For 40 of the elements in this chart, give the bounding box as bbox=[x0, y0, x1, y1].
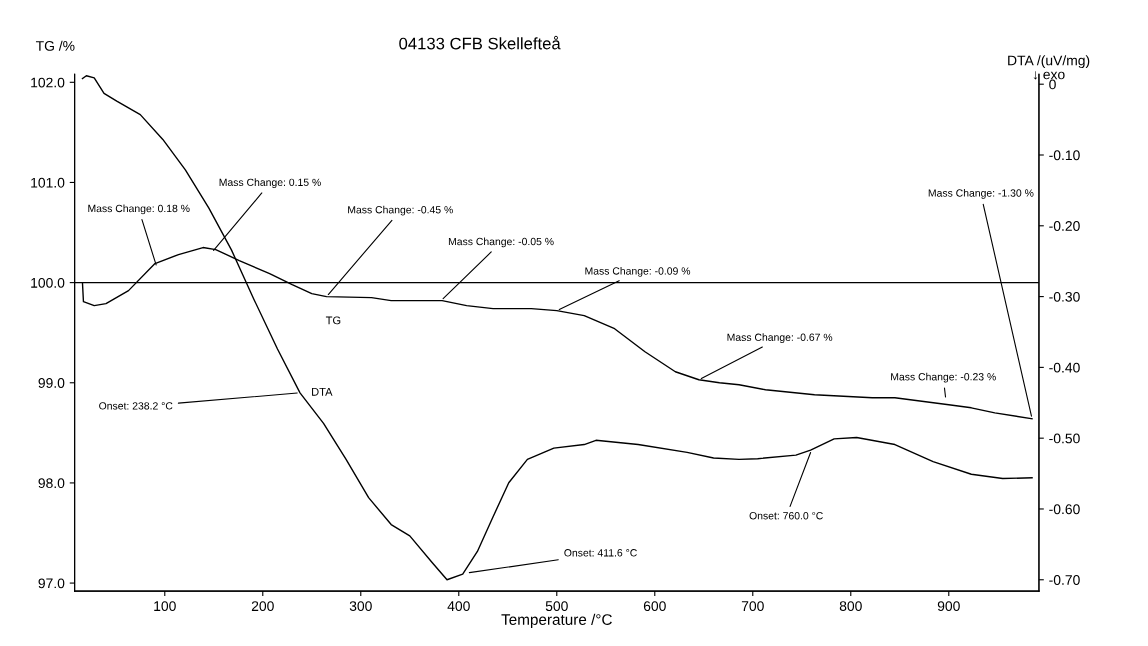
annotation: Mass Change: -0.05 % bbox=[448, 237, 554, 248]
x-tick-label: 400 bbox=[447, 601, 470, 612]
series-label: DTA bbox=[312, 388, 333, 396]
annotation: Mass Change: -0.23 % bbox=[891, 372, 996, 383]
annotation: Mass Change: -0.67 % bbox=[727, 333, 833, 344]
annotation: Onset: 760.0 °C bbox=[749, 512, 823, 520]
x-tick-label: 200 bbox=[251, 601, 274, 612]
series-label: TG bbox=[325, 316, 341, 325]
y2-tick-label: -0.60 bbox=[1049, 504, 1080, 515]
annotation: Mass Change: 0.18 % bbox=[88, 204, 190, 215]
x-tick-label: 800 bbox=[839, 601, 862, 612]
y-tick-label: 100.0 bbox=[31, 277, 65, 288]
y-axis-title: TG /% bbox=[35, 40, 75, 51]
annotation: Mass Change: -0.45 % bbox=[348, 205, 453, 216]
x-axis-title: Temperature /°C bbox=[501, 613, 612, 628]
y-tick-label: 102.0 bbox=[31, 77, 65, 88]
x-tick-label: 700 bbox=[741, 601, 764, 612]
y2-tick-label: -0.10 bbox=[1049, 150, 1080, 161]
x-tick-label: 900 bbox=[937, 601, 960, 612]
y-tick-label: 101.0 bbox=[31, 177, 65, 188]
annotation: Onset: 411.6 °C bbox=[564, 549, 637, 557]
x-tick-label: 500 bbox=[545, 601, 568, 612]
x-tick-label: 100 bbox=[154, 601, 176, 612]
y2-tick-label: -0.40 bbox=[1049, 362, 1080, 373]
y-tick-label: 98.0 bbox=[38, 478, 65, 489]
annotation: Onset: 238.2 °C bbox=[99, 402, 173, 410]
annotation: Mass Change: -0.09 % bbox=[585, 267, 691, 277]
y2-tick-label: -0.20 bbox=[1049, 221, 1080, 231]
y-tick-label: 97.0 bbox=[38, 578, 65, 589]
chart-title: 04133 CFB Skellefteå bbox=[399, 35, 561, 50]
y2-tick-label: -0.70 bbox=[1049, 575, 1080, 585]
annotation: Mass Change: -1.30 % bbox=[928, 189, 1034, 199]
x-tick-label: 300 bbox=[349, 601, 372, 612]
y2-tick-label: -0.50 bbox=[1049, 433, 1080, 444]
y2-tick-label: 0 bbox=[1049, 79, 1056, 90]
x-tick-label: 600 bbox=[643, 601, 666, 612]
y-tick-label: 99.0 bbox=[38, 378, 65, 388]
annotation: Mass Change: 0.15 % bbox=[219, 178, 321, 189]
y2-tick-label: -0.30 bbox=[1049, 291, 1080, 302]
y2-axis-title: DTA /(uV/mg) ↓ exo bbox=[1008, 55, 1090, 80]
